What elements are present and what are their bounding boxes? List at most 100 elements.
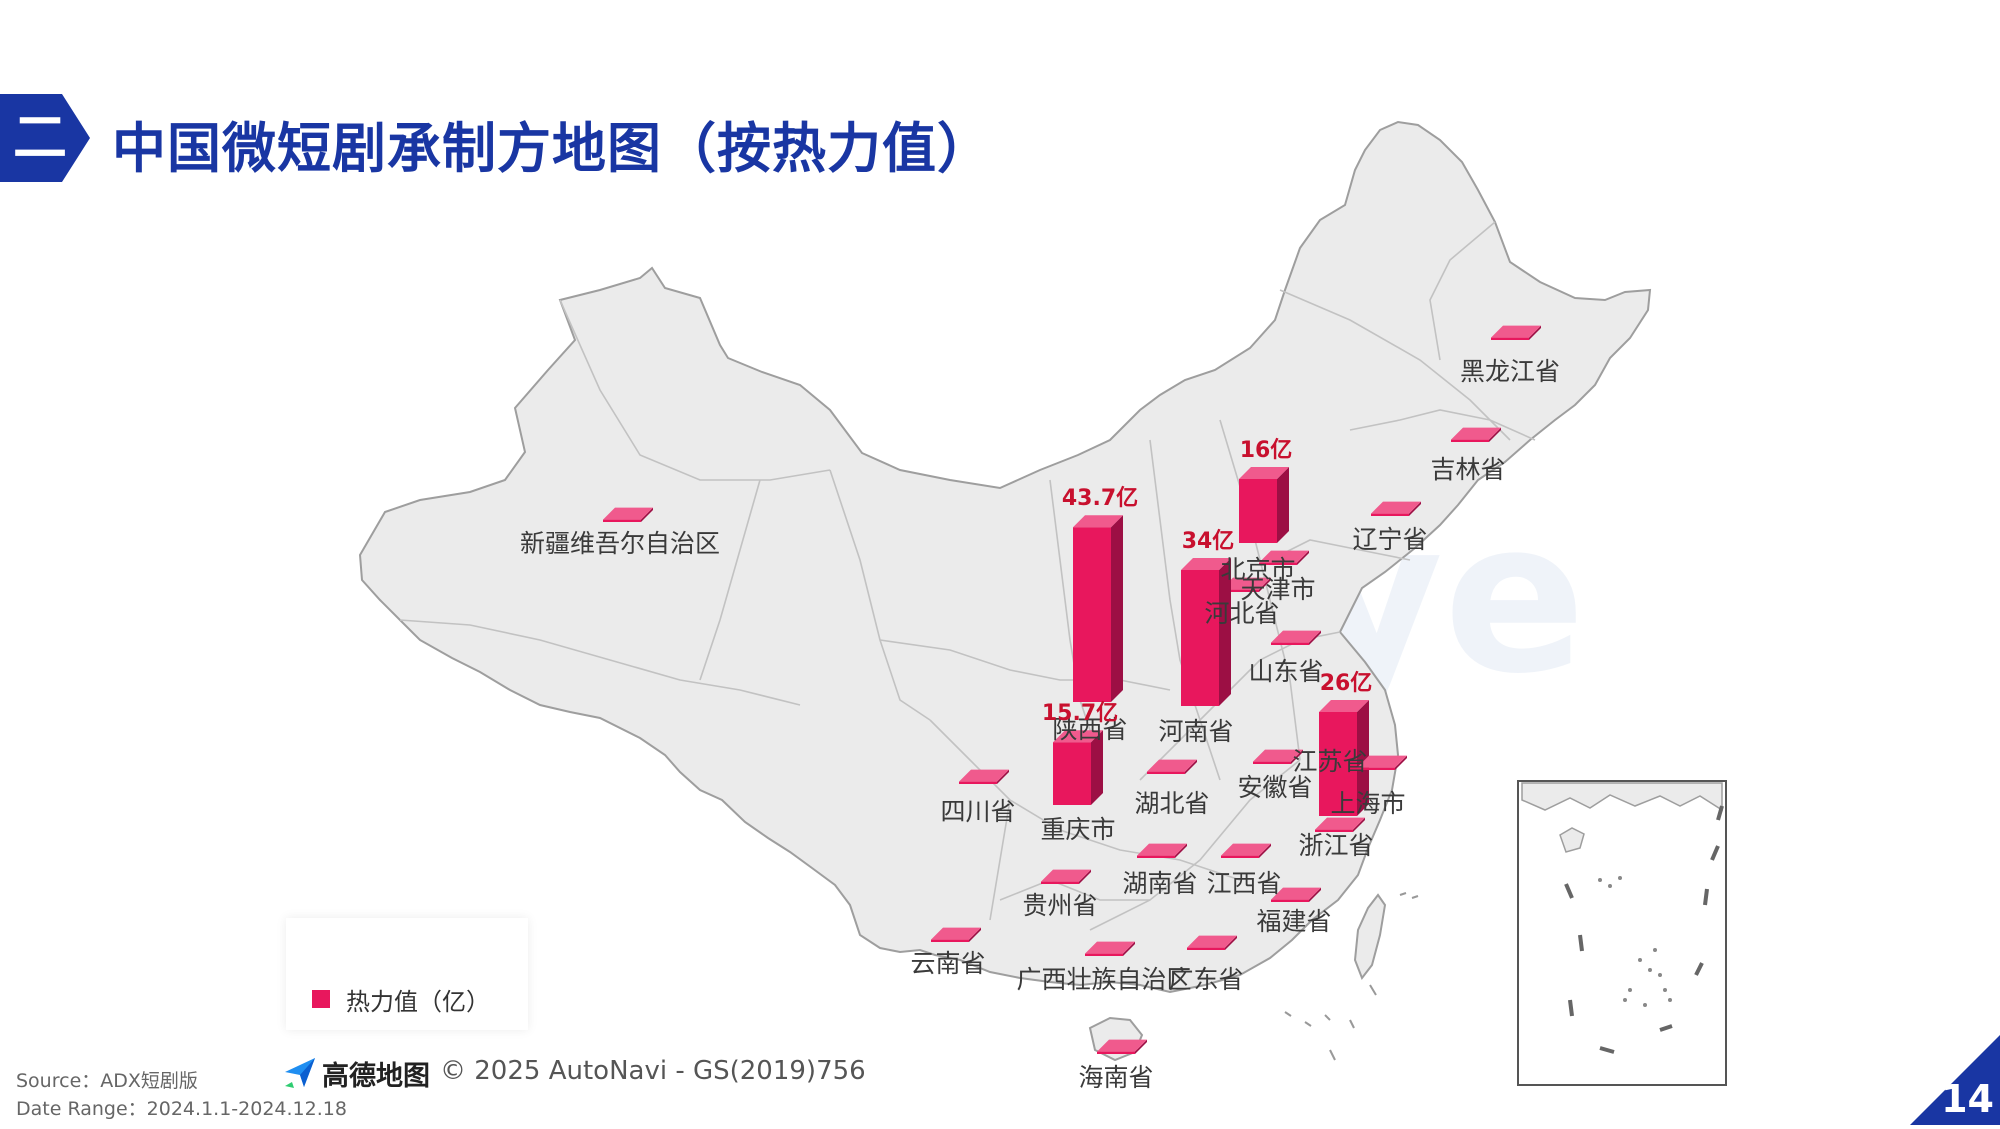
bar-top [931, 927, 981, 940]
bar-side [641, 507, 653, 522]
region-bar [1451, 427, 1501, 442]
region-bar [1181, 558, 1231, 706]
map-legend: 热力值（亿） [286, 918, 528, 1030]
value-label: 43.7亿 [1062, 486, 1138, 511]
bar-front [1357, 767, 1395, 770]
bar-top [1259, 550, 1309, 563]
bar-side [1135, 1039, 1147, 1054]
bar-top [1085, 941, 1135, 954]
region-bar [959, 769, 1009, 784]
bar-top [603, 507, 653, 520]
bar-top [1357, 755, 1407, 768]
source-note: Source：ADX短剧版 [16, 1070, 198, 1092]
bar-side [1297, 550, 1309, 565]
bar-side [1395, 755, 1407, 770]
region-label: 新疆维吾尔自治区 [520, 529, 720, 558]
bar-side [1291, 749, 1303, 764]
region-bar [1187, 935, 1237, 950]
region-bar [1097, 1039, 1147, 1054]
bar-front [1181, 570, 1219, 706]
bar-top [1147, 759, 1197, 772]
region-label: 北京市 [1220, 555, 1295, 584]
region-label: 广西壮族自治区 [1016, 965, 1191, 994]
bar-side [1309, 887, 1321, 902]
bar-side [1091, 730, 1103, 805]
bar-side [1259, 843, 1271, 858]
region-bar [1053, 730, 1103, 805]
region-bar [1259, 550, 1309, 565]
province-borders [399, 221, 1536, 931]
bar-side [1489, 427, 1501, 442]
bar-side [1079, 869, 1091, 884]
bar-side [1277, 467, 1289, 543]
bar-front [1147, 771, 1185, 774]
bar-side [1185, 759, 1197, 774]
bar-front [1491, 337, 1529, 340]
bar-top [1187, 935, 1237, 948]
region-label: 海南省 [1078, 1063, 1153, 1092]
value-label: 16亿 [1240, 438, 1293, 463]
section-badge [0, 94, 90, 182]
copyright-text: © 2025 AutoNavi - GS(2019)756 [440, 1056, 866, 1086]
bar-front [603, 519, 641, 522]
bar-front [1271, 899, 1309, 902]
region-bar [1073, 515, 1123, 702]
bar-front [1221, 855, 1259, 858]
page-number: 14 [1941, 1077, 1994, 1121]
region-label: 湖南省 [1122, 869, 1197, 898]
bar-side [1219, 558, 1231, 706]
bar-side [1353, 817, 1365, 832]
region-label: 广东省 [1168, 965, 1243, 994]
bar-front [931, 939, 969, 942]
region-bar [1271, 630, 1321, 645]
region-label: 云南省 [910, 949, 985, 978]
section-number: 二 [13, 106, 67, 169]
bar-top [1041, 869, 1091, 882]
region-label: 重庆市 [1040, 815, 1115, 844]
bar-front [959, 781, 997, 784]
bar-top [1253, 749, 1303, 762]
bar-front [1085, 953, 1123, 956]
page-corner [1910, 1035, 2000, 1125]
bar-top [1073, 515, 1123, 528]
legend-label: 热力值（亿） [346, 988, 490, 1016]
bar-top [1221, 843, 1271, 856]
bar-side [1409, 501, 1421, 516]
region-bar [931, 927, 981, 942]
bar-side [1529, 325, 1541, 340]
region-label: 江西省 [1206, 869, 1281, 898]
bar-side [969, 927, 981, 942]
bar-front [1259, 562, 1297, 565]
bar-front [1271, 642, 1309, 645]
bar-top [1491, 325, 1541, 338]
region-label: 陕西省 [1052, 715, 1127, 744]
region-label: 贵州省 [1022, 891, 1097, 920]
region-label: 湖北省 [1134, 789, 1209, 818]
bar-side [1309, 630, 1321, 645]
bar-top [1181, 558, 1231, 570]
bar-top [1315, 817, 1365, 830]
bar-top [1451, 427, 1501, 440]
region-label: 四川省 [940, 797, 1015, 826]
region-bar [1271, 887, 1321, 902]
page-title: 中国微短剧承制方地图（按热力值） [112, 117, 992, 180]
bar-front [1319, 712, 1357, 816]
legend-swatch [312, 990, 330, 1008]
bar-front [1315, 829, 1353, 832]
region-label: 河南省 [1158, 717, 1233, 746]
region-label: 江苏省 [1292, 747, 1367, 776]
bar-front [1253, 761, 1291, 764]
region-bar [1319, 700, 1369, 816]
bar-front [1371, 513, 1409, 516]
region-label: 上海市 [1330, 789, 1405, 818]
region-bar [1137, 843, 1187, 858]
amap-logo-icon [285, 1058, 315, 1088]
region-bar [1147, 759, 1197, 774]
bar-top [1371, 501, 1421, 514]
region-label: 安徽省 [1237, 773, 1312, 802]
region-bar [603, 507, 653, 522]
region-label: 河北省 [1204, 599, 1279, 628]
taiwan-island [1353, 893, 1387, 981]
